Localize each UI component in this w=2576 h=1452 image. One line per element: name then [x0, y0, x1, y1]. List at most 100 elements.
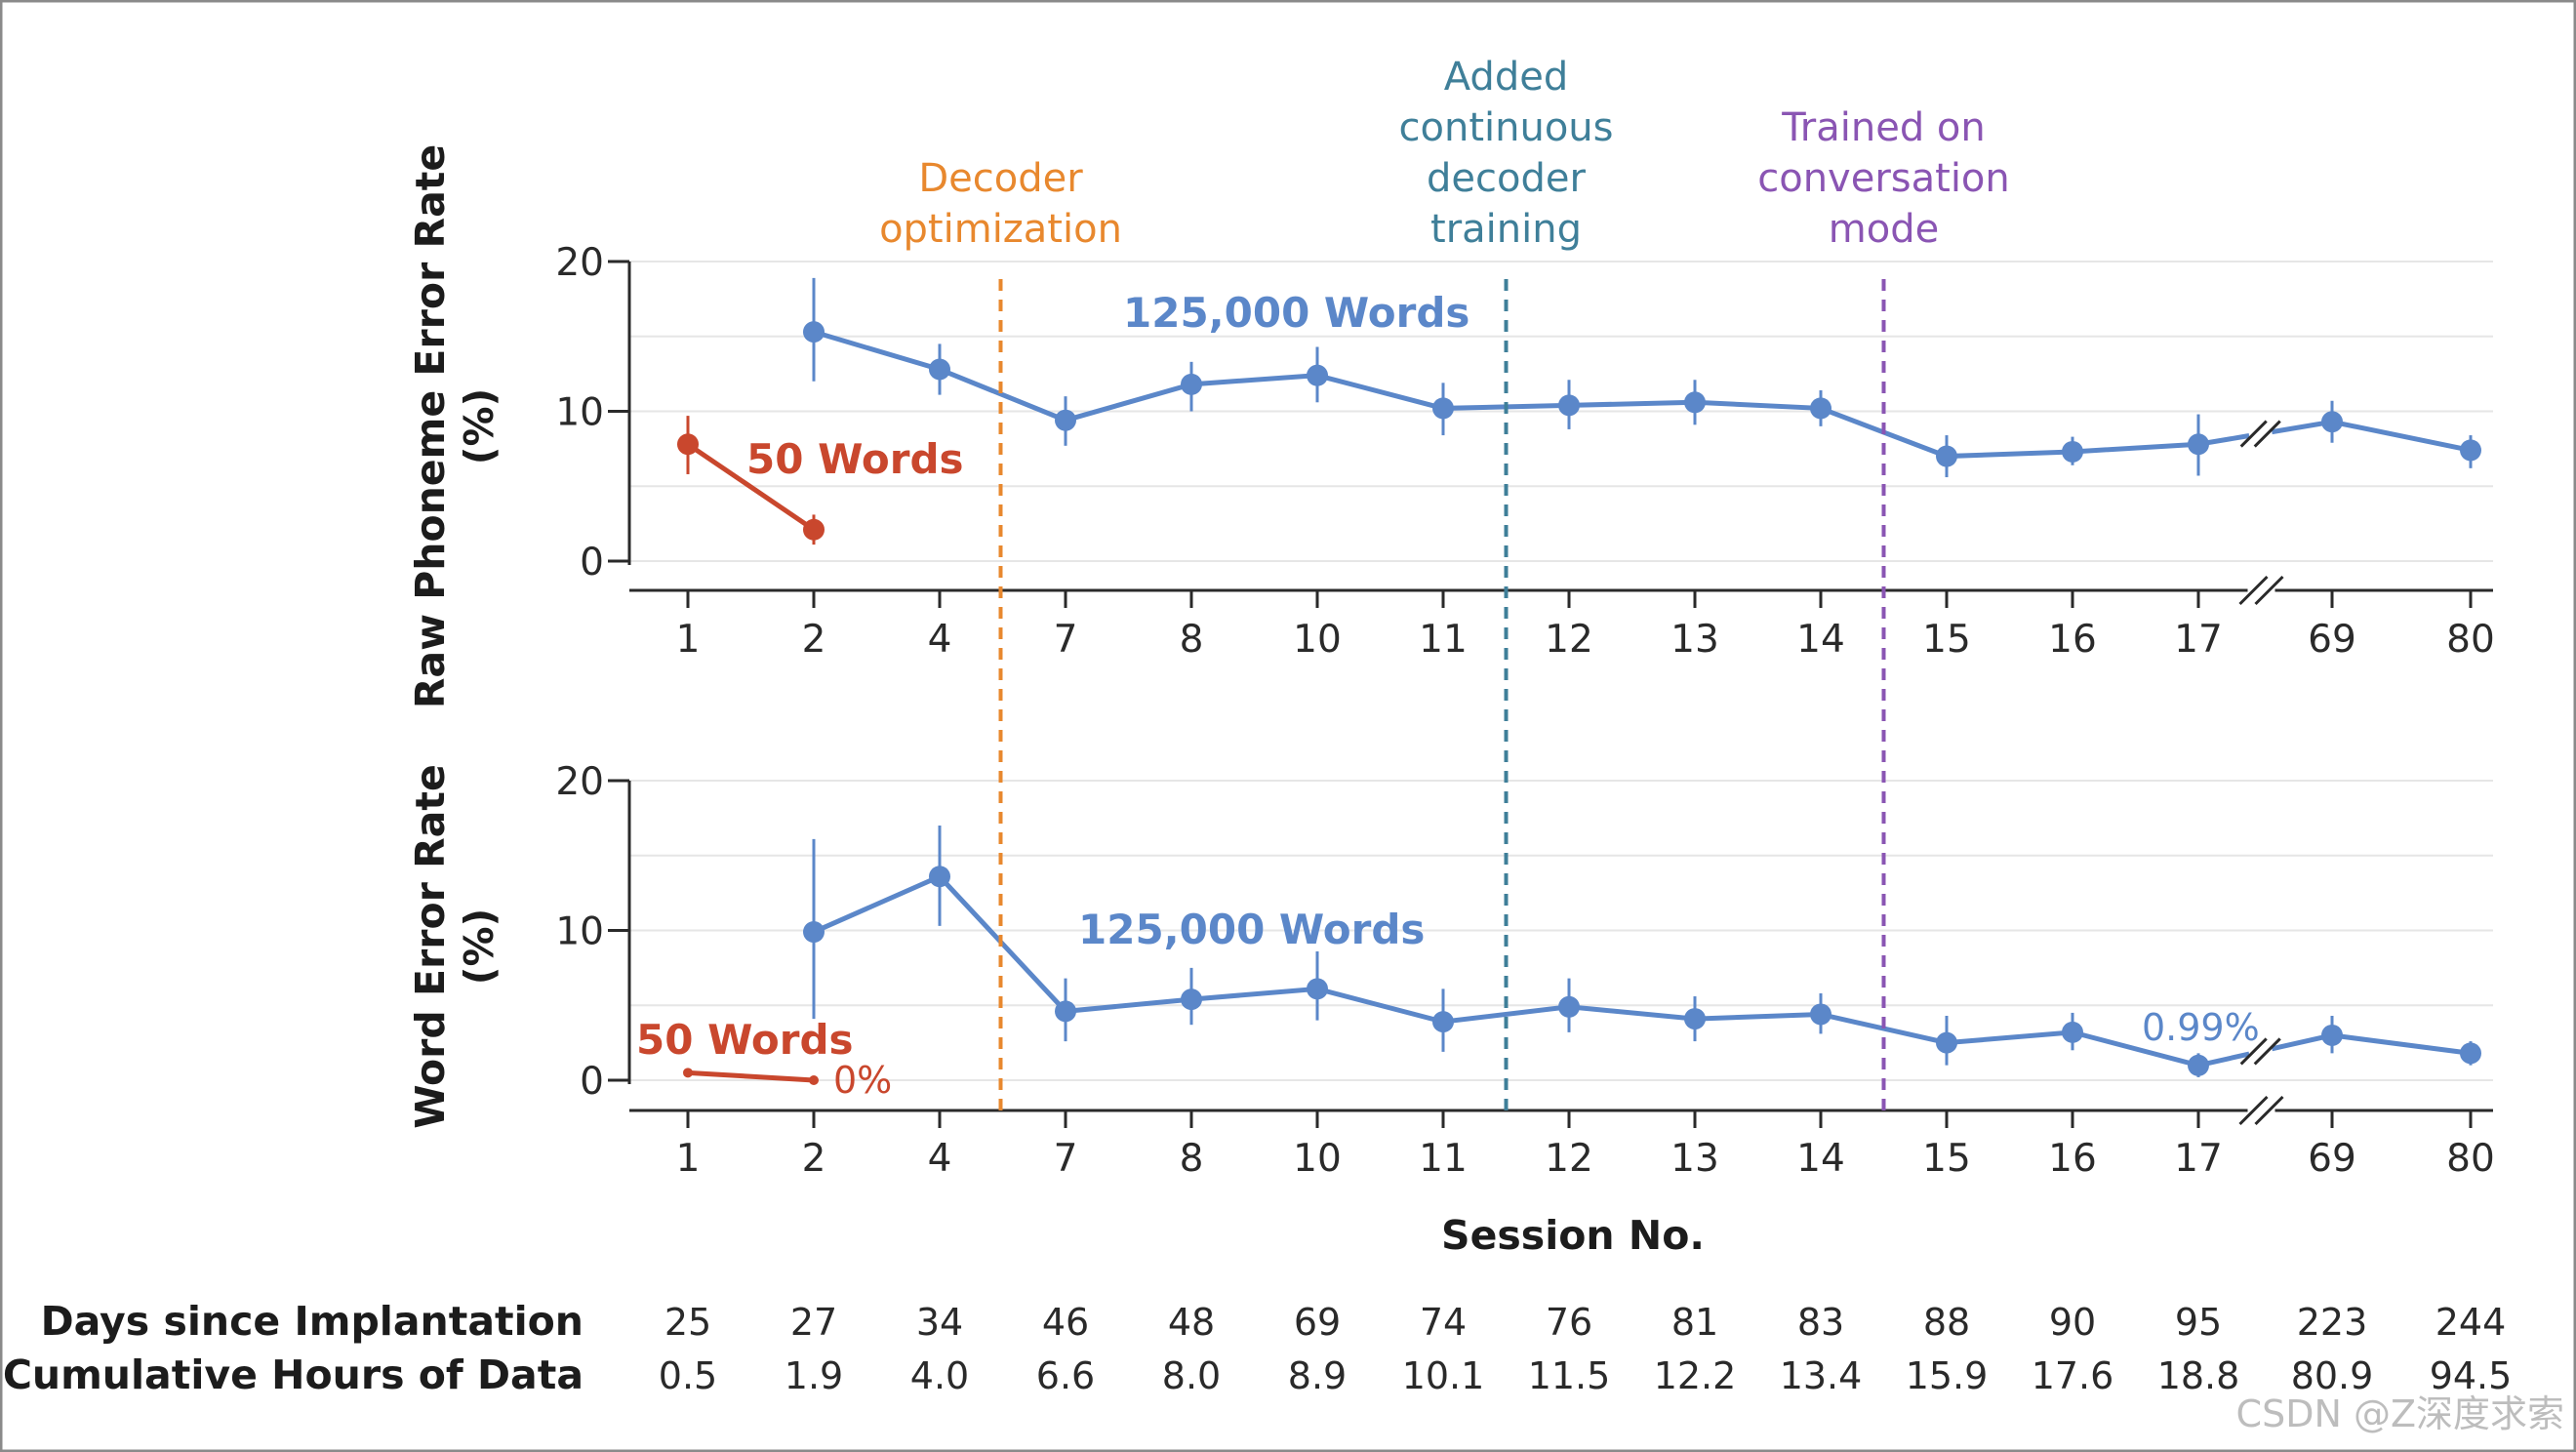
table-cell: 10.1 [1402, 1354, 1485, 1397]
data-point-125000-words [1558, 394, 1580, 417]
data-point-125000-words [1684, 391, 1706, 414]
x-tick-label: 12 [1545, 1137, 1593, 1181]
x-tick-label: 11 [1419, 1137, 1468, 1181]
axis-break-mark [2238, 575, 2269, 606]
table-cell: 17.6 [2032, 1354, 2114, 1397]
x-tick-label: 7 [1054, 1137, 1078, 1181]
table-cell: 18.8 [2157, 1354, 2240, 1397]
x-tick-label: 17 [2174, 618, 2223, 662]
data-point-125000-words [1810, 397, 1831, 420]
event-annotation: Added continuous decoder training [1399, 55, 1614, 252]
x-tick-label: 15 [1922, 1137, 1971, 1181]
x-tick-label: 8 [1180, 1137, 1204, 1181]
event-annotation-line: Decoder [918, 156, 1083, 201]
table-cell: 1.9 [785, 1354, 843, 1397]
data-point-125000-words [2188, 1054, 2209, 1076]
x-tick-label: 8 [1180, 618, 1204, 662]
point-label-0-percent: 0% [833, 1059, 892, 1102]
y-tick-label: 20 [555, 760, 604, 804]
series-line-50-words [687, 1069, 815, 1083]
table-cell: 48 [1168, 1301, 1215, 1344]
table-cell: 80.9 [2291, 1354, 2374, 1397]
event-annotation-line: conversation [1757, 156, 2010, 201]
data-point-125000-words [2188, 433, 2209, 456]
x-tick-label: 10 [1293, 1137, 1342, 1181]
event-annotation: Trained on conversation mode [1757, 105, 2010, 252]
y-axis-title-line: (%) [456, 908, 503, 986]
event-annotation-line: decoder [1427, 156, 1586, 201]
data-point-50-words [677, 433, 699, 456]
series-break-mark [2239, 420, 2268, 448]
x-tick-label: 14 [1796, 618, 1845, 662]
x-tick-label: 80 [2446, 618, 2495, 662]
event-annotation-line: optimization [879, 207, 1122, 252]
session-info-table: Days since Implantation 25 27 34 46 48 69 74 76 8… [3, 1298, 2512, 1398]
table-row-label: Cumulative Hours of Data [3, 1351, 584, 1398]
table-cell: 4.0 [910, 1354, 969, 1397]
event-annotation-line: training [1430, 207, 1582, 252]
data-point-125000-words [1055, 1000, 1076, 1023]
data-point-125000-words [1432, 1011, 1454, 1033]
axis-break-mark [2254, 1095, 2284, 1126]
x-tick-label: 17 [2174, 1137, 2223, 1181]
series-break-mark [2253, 420, 2281, 448]
data-point-125000-words [2062, 440, 2083, 463]
x-tick-label: 12 [1545, 618, 1593, 662]
table-cell: 34 [916, 1301, 963, 1344]
y-axis-title-line: Raw Phoneme Error Rate [407, 144, 454, 708]
table-cell: 95 [2175, 1301, 2222, 1344]
y-axis-title-line: Word Error Rate [407, 764, 454, 1129]
data-point-125000-words [1307, 978, 1328, 1000]
data-point-50-words [803, 518, 825, 541]
data-point-125000-words [1936, 1031, 1957, 1054]
event-annotation-line: continuous [1399, 105, 1614, 150]
data-point-125000-words [803, 921, 825, 944]
y-tick-label: 10 [555, 391, 604, 435]
data-point-125000-words [2460, 1042, 2481, 1065]
table-cell: 90 [2049, 1301, 2096, 1344]
table-cell: 27 [790, 1301, 837, 1344]
data-point-125000-words [1181, 988, 1202, 1011]
series-label-125000-words: 125,000 Words [1078, 906, 1425, 953]
series-label-125000-words: 125,000 Words [1123, 289, 1469, 337]
table-cell: 81 [1671, 1301, 1718, 1344]
x-tick-label: 69 [2308, 1137, 2356, 1181]
data-point-125000-words [803, 321, 825, 343]
data-point-50-words [809, 1075, 819, 1085]
x-tick-label: 80 [2446, 1137, 2495, 1181]
event-annotations: Decoder optimization Added continuous decode… [879, 55, 2010, 1110]
y-tick-label: 20 [555, 241, 604, 285]
data-point-125000-words [2062, 1021, 2083, 1043]
x-tick-label: 10 [1293, 618, 1342, 662]
y-tick-label: 0 [580, 1060, 604, 1104]
data-point-125000-words [1055, 409, 1076, 431]
data-point-125000-words [929, 866, 950, 888]
table-cell: 25 [664, 1301, 711, 1344]
data-point-125000-words [1558, 995, 1580, 1018]
table-cell: 83 [1797, 1301, 1844, 1344]
table-cell: 94.5 [2430, 1354, 2513, 1397]
data-point-125000-words [2460, 439, 2481, 462]
y-axis-title: Word Error Rate(%) [407, 764, 503, 1129]
table-cell: 46 [1042, 1301, 1089, 1344]
table-cell: 0.5 [659, 1354, 717, 1397]
x-tick-label: 4 [928, 1137, 952, 1181]
event-annotation-line: Trained on [1781, 105, 1986, 150]
y-axis-title-line: (%) [456, 388, 503, 465]
event-annotation-line: mode [1829, 207, 1939, 252]
x-tick-label: 4 [928, 618, 952, 662]
data-point-125000-words [1181, 373, 1202, 395]
x-tick-label: 1 [676, 618, 701, 662]
table-cell: 223 [2297, 1301, 2368, 1344]
y-tick-label: 0 [580, 541, 604, 585]
table-cell: 244 [2435, 1301, 2507, 1344]
event-annotation: Decoder optimization [879, 156, 1122, 252]
table-cell: 8.0 [1162, 1354, 1221, 1397]
watermark: CSDN @Z深度求索 [2236, 1392, 2564, 1435]
table-cell: 13.4 [1780, 1354, 1863, 1397]
table-cell: 76 [1546, 1301, 1592, 1344]
x-tick-label: 7 [1054, 618, 1078, 662]
